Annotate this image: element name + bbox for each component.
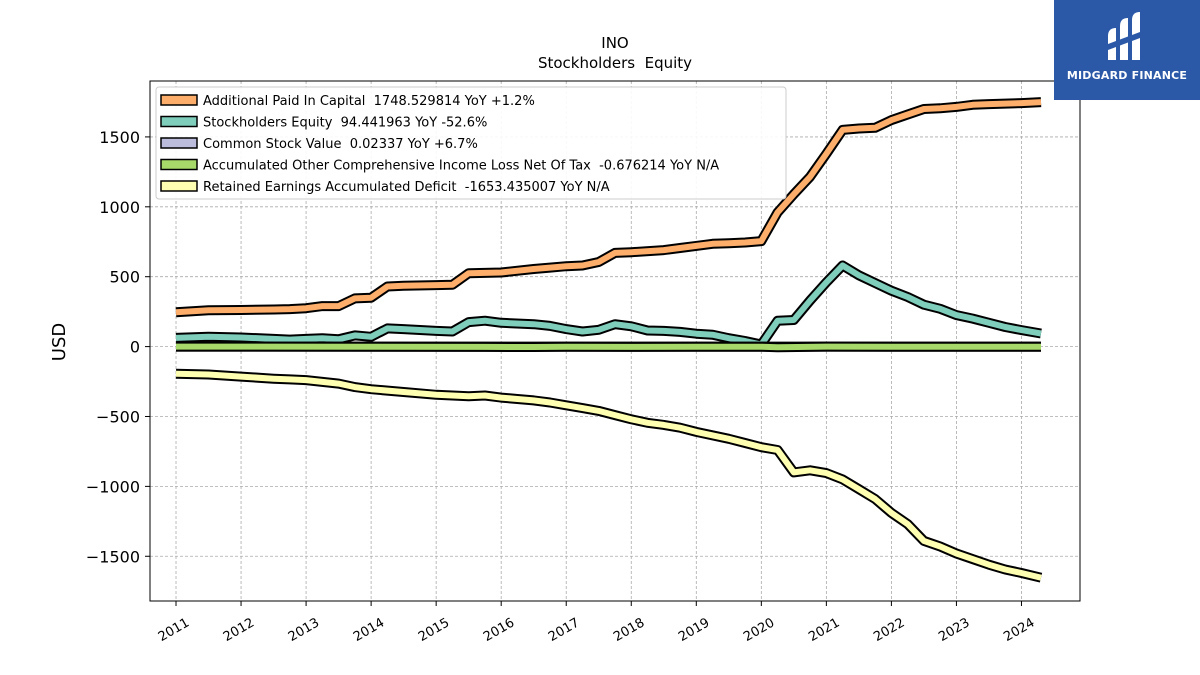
legend-swatch [160, 137, 198, 149]
x-tick-label: 2016 [481, 615, 517, 645]
y-axis-label: USD [49, 323, 70, 361]
x-axis: 2011 2012 2013 2014 2015 2016 2017 2018 2019 2020… [156, 601, 1037, 645]
plot-frame [149, 80, 1081, 602]
x-tick-label: 2015 [416, 615, 452, 645]
series-line-stockholders-equity [175, 262, 1042, 348]
x-tick-label: 2024 [1001, 615, 1037, 645]
x-tick-label: 2014 [351, 615, 387, 645]
midgard-logo-icon [1108, 12, 1140, 60]
legend-box [155, 86, 787, 200]
legend: Additional Paid In Capital 1748.529814 Y… [155, 86, 787, 200]
chart-subtitle: Stockholders Equity [538, 54, 692, 72]
brand-name: MIDGARD FINANCE [1066, 69, 1188, 82]
x-tick-label: 2019 [676, 615, 712, 645]
x-tick-label: 2017 [546, 615, 582, 645]
y-tick-label: −1500 [86, 547, 140, 566]
legend-swatch [160, 158, 198, 171]
y-tick-label: 1000 [99, 198, 140, 217]
legend-swatch [160, 115, 198, 128]
series-layer [175, 97, 1043, 583]
legend-label: Additional Paid In Capital 1748.529814 Y… [203, 94, 535, 109]
legend-label: Stockholders Equity 94.441963 YoY -52.6% [203, 116, 487, 131]
brand-logo: MIDGARD FINANCE [1054, 0, 1200, 100]
legend-label: Retained Earnings Accumulated Deficit -1… [203, 180, 610, 195]
y-axis: −1500 −1000 −500 0 500 1000 1500 [86, 128, 150, 566]
legend-label: Accumulated Other Comprehensive Income L… [203, 159, 719, 174]
x-tick-label: 2022 [871, 615, 907, 645]
x-tick-label: 2020 [741, 615, 777, 645]
y-tick-label: −1000 [86, 477, 140, 496]
chart-title: INO [601, 34, 628, 52]
legend-label: Common Stock Value 0.02337 YoY +6.7% [203, 137, 478, 152]
y-tick-label: −500 [96, 407, 140, 426]
y-tick-label: 0 [130, 338, 140, 357]
x-tick-label: 2011 [156, 615, 192, 645]
y-tick-label: 1500 [99, 128, 140, 147]
x-tick-label: 2018 [611, 615, 647, 645]
x-tick-label: 2021 [806, 615, 842, 645]
x-tick-label: 2023 [936, 615, 972, 645]
x-tick-label: 2012 [221, 615, 257, 645]
series-line-retained-earnings-accumulated-deficit [175, 370, 1042, 581]
x-tick-label: 2013 [286, 615, 322, 645]
y-tick-label: 500 [109, 268, 140, 287]
series-line-additional-paid-in-capital [175, 99, 1042, 316]
series-line-accumulated-other-comprehensive-income-loss-net-of-tax [175, 343, 1041, 351]
legend-swatch [160, 180, 198, 192]
legend-swatch [160, 94, 198, 106]
